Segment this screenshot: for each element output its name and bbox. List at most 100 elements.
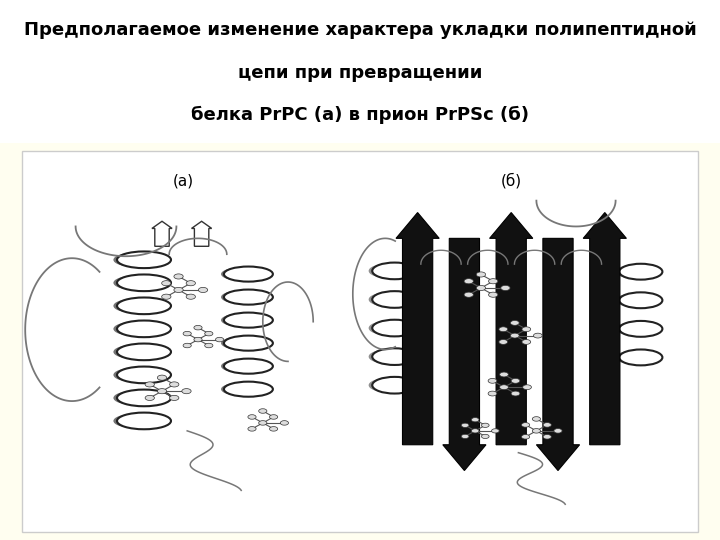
Circle shape xyxy=(174,274,183,279)
Ellipse shape xyxy=(221,291,257,303)
Circle shape xyxy=(158,375,166,380)
Ellipse shape xyxy=(615,265,648,278)
Ellipse shape xyxy=(224,382,273,397)
Circle shape xyxy=(258,421,267,425)
Ellipse shape xyxy=(619,264,662,280)
Circle shape xyxy=(464,279,473,284)
Circle shape xyxy=(215,338,224,342)
Circle shape xyxy=(522,327,531,332)
Circle shape xyxy=(511,391,520,396)
Ellipse shape xyxy=(372,291,417,308)
Ellipse shape xyxy=(221,383,257,395)
Ellipse shape xyxy=(372,348,417,365)
Ellipse shape xyxy=(615,351,648,364)
Ellipse shape xyxy=(114,276,153,290)
Ellipse shape xyxy=(117,367,171,383)
Circle shape xyxy=(158,389,166,394)
Text: Предполагаемое изменение характера укладки полипептидной: Предполагаемое изменение характера уклад… xyxy=(24,21,696,39)
FancyArrow shape xyxy=(583,213,626,445)
Ellipse shape xyxy=(372,320,417,336)
FancyArrow shape xyxy=(396,213,439,445)
Circle shape xyxy=(170,382,179,387)
Circle shape xyxy=(472,429,479,433)
Ellipse shape xyxy=(369,321,402,335)
Ellipse shape xyxy=(114,299,153,313)
Ellipse shape xyxy=(224,267,273,282)
Circle shape xyxy=(489,279,498,284)
Circle shape xyxy=(472,417,479,422)
Ellipse shape xyxy=(117,389,171,406)
Circle shape xyxy=(523,385,531,389)
Circle shape xyxy=(521,423,530,427)
Circle shape xyxy=(186,294,195,299)
Circle shape xyxy=(543,435,552,439)
Circle shape xyxy=(186,281,195,286)
Circle shape xyxy=(248,415,256,419)
Ellipse shape xyxy=(114,345,153,359)
Circle shape xyxy=(145,395,154,401)
Ellipse shape xyxy=(117,343,171,360)
Circle shape xyxy=(510,320,519,325)
Circle shape xyxy=(511,379,520,383)
Ellipse shape xyxy=(619,321,662,337)
Circle shape xyxy=(194,326,202,330)
FancyArrow shape xyxy=(443,238,486,470)
Ellipse shape xyxy=(114,391,153,405)
FancyArrow shape xyxy=(152,221,172,246)
Circle shape xyxy=(183,343,192,348)
Circle shape xyxy=(194,338,202,342)
Circle shape xyxy=(482,423,489,427)
Circle shape xyxy=(258,409,267,413)
Ellipse shape xyxy=(369,379,402,392)
Circle shape xyxy=(554,429,562,433)
Ellipse shape xyxy=(117,252,171,268)
Circle shape xyxy=(488,379,497,383)
Circle shape xyxy=(162,281,171,286)
Ellipse shape xyxy=(224,359,273,374)
Ellipse shape xyxy=(221,360,257,373)
Ellipse shape xyxy=(114,414,153,428)
Ellipse shape xyxy=(114,368,153,382)
Circle shape xyxy=(499,327,508,332)
FancyArrow shape xyxy=(536,238,580,470)
Circle shape xyxy=(462,434,469,438)
Text: (а): (а) xyxy=(173,173,194,188)
Circle shape xyxy=(522,340,531,345)
Circle shape xyxy=(204,343,213,348)
Ellipse shape xyxy=(615,294,648,307)
Circle shape xyxy=(174,287,183,293)
Ellipse shape xyxy=(615,322,648,335)
Ellipse shape xyxy=(114,253,153,267)
Text: белка PrPC (а) в прион PrPSc (б): белка PrPC (а) в прион PrPSc (б) xyxy=(191,106,529,124)
Ellipse shape xyxy=(114,322,153,336)
Ellipse shape xyxy=(619,349,662,366)
Circle shape xyxy=(145,382,154,387)
Ellipse shape xyxy=(224,313,273,328)
Circle shape xyxy=(199,287,207,293)
Ellipse shape xyxy=(224,289,273,305)
Circle shape xyxy=(500,372,508,377)
Circle shape xyxy=(269,415,278,419)
Circle shape xyxy=(534,333,542,338)
Text: цепи при превращении: цепи при превращении xyxy=(238,64,482,82)
Circle shape xyxy=(543,423,552,427)
Circle shape xyxy=(462,423,469,427)
Circle shape xyxy=(477,286,485,291)
Circle shape xyxy=(501,286,510,291)
Ellipse shape xyxy=(221,314,257,327)
Ellipse shape xyxy=(369,264,402,278)
Ellipse shape xyxy=(372,262,417,279)
Circle shape xyxy=(482,434,489,438)
Circle shape xyxy=(183,332,192,336)
Circle shape xyxy=(477,272,485,277)
Text: (б): (б) xyxy=(500,173,522,188)
Circle shape xyxy=(532,429,541,433)
Ellipse shape xyxy=(117,321,171,337)
Circle shape xyxy=(489,292,498,298)
Circle shape xyxy=(499,340,508,345)
Circle shape xyxy=(162,294,171,299)
Ellipse shape xyxy=(117,298,171,314)
Circle shape xyxy=(464,292,473,298)
Ellipse shape xyxy=(619,292,662,308)
Ellipse shape xyxy=(221,337,257,349)
